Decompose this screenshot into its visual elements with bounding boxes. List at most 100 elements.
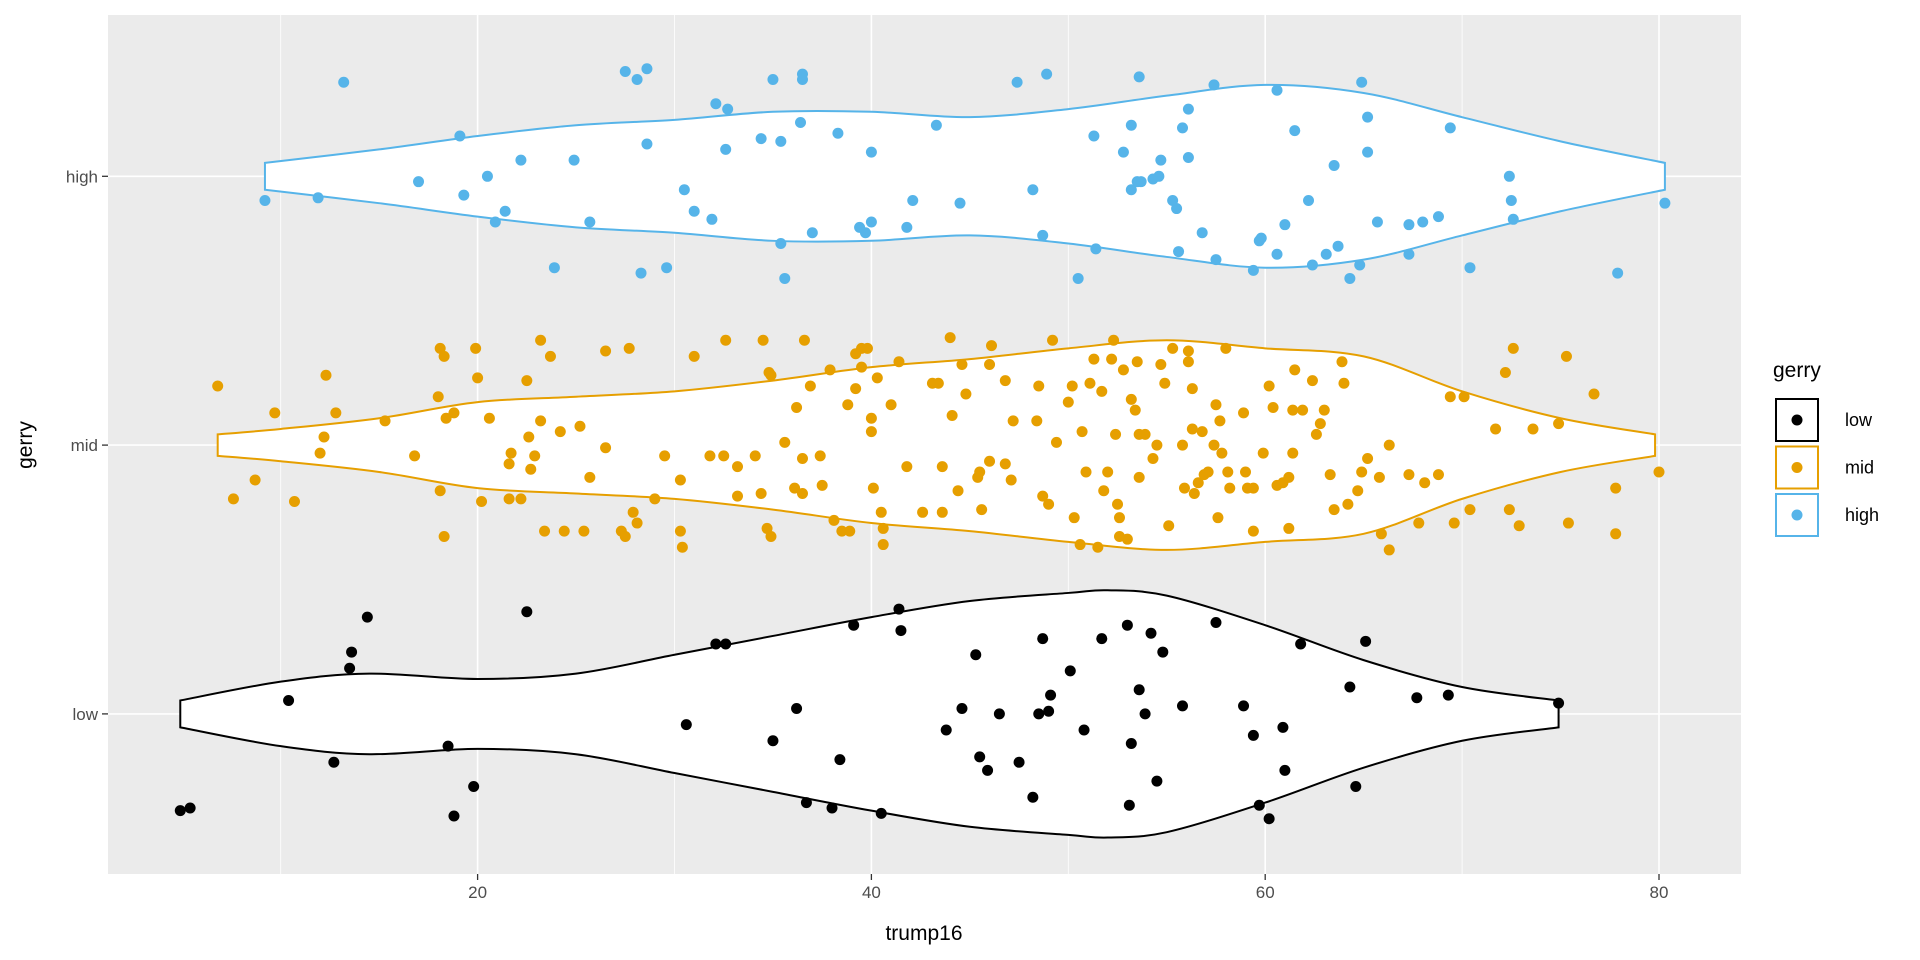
point-mid	[676, 541, 688, 553]
point-high	[1125, 119, 1137, 131]
point-high	[454, 130, 466, 142]
point-mid	[1110, 428, 1122, 440]
point-mid	[1220, 342, 1232, 354]
point-high	[1072, 272, 1084, 284]
point-high	[678, 184, 690, 196]
point-mid	[1562, 517, 1574, 529]
point-mid	[893, 356, 905, 368]
point-mid	[1318, 404, 1330, 416]
point-low	[1247, 729, 1259, 741]
point-mid	[600, 442, 612, 454]
point-high	[901, 221, 913, 233]
point-mid	[976, 504, 988, 516]
point-mid	[789, 482, 801, 494]
point-mid	[1155, 358, 1167, 370]
point-mid	[227, 493, 239, 505]
point-high	[515, 154, 527, 166]
point-mid	[1208, 439, 1220, 451]
point-mid	[1005, 474, 1017, 486]
point-mid	[1196, 426, 1208, 438]
point-low	[1121, 619, 1133, 631]
point-high	[641, 138, 653, 150]
point-high	[312, 192, 324, 204]
point-mid	[1283, 522, 1295, 534]
point-mid	[212, 380, 224, 392]
point-mid	[320, 369, 332, 381]
point-low	[1033, 708, 1045, 720]
point-high	[1279, 219, 1291, 231]
point-mid	[1108, 334, 1120, 346]
point-high	[1320, 248, 1332, 260]
point-mid	[1336, 356, 1348, 368]
point-mid	[1186, 383, 1198, 395]
point-mid	[984, 358, 996, 370]
point-high	[720, 143, 732, 155]
point-mid	[574, 420, 586, 432]
point-mid	[842, 399, 854, 411]
point-mid	[515, 493, 527, 505]
point-mid	[1247, 482, 1259, 494]
point-mid	[544, 350, 556, 362]
point-high	[1153, 170, 1165, 182]
point-mid	[779, 436, 791, 448]
point-mid	[438, 530, 450, 542]
point-mid	[483, 412, 495, 424]
point-mid	[1125, 393, 1137, 405]
point-high	[1356, 76, 1368, 88]
point-high	[755, 133, 767, 145]
point-low	[848, 619, 860, 631]
point-high	[775, 238, 787, 249]
x-tick-label: 60	[1256, 883, 1275, 902]
point-high	[641, 63, 653, 75]
point-mid	[432, 391, 444, 403]
point-low	[1442, 689, 1454, 701]
point-mid	[1182, 345, 1194, 357]
legend-point-mid	[1791, 462, 1803, 473]
point-mid	[523, 431, 535, 443]
point-mid	[1297, 404, 1309, 416]
point-high	[795, 117, 807, 129]
point-mid	[330, 407, 342, 419]
point-high	[1027, 184, 1039, 196]
point-mid	[1066, 380, 1078, 392]
point-high	[767, 74, 779, 86]
point-low	[1360, 635, 1372, 647]
point-mid	[1267, 401, 1279, 413]
point-low	[800, 797, 812, 809]
point-high	[806, 227, 818, 239]
point-mid	[944, 332, 956, 344]
point-mid	[1159, 377, 1171, 389]
point-mid	[828, 514, 840, 526]
point-high	[1196, 227, 1208, 239]
point-mid	[1610, 482, 1622, 494]
point-mid	[1448, 517, 1460, 529]
point-mid	[1129, 404, 1141, 416]
point-mid	[844, 525, 856, 537]
point-mid	[539, 525, 551, 537]
point-mid	[1432, 469, 1444, 481]
point-high	[710, 98, 722, 110]
point-mid	[1178, 482, 1190, 494]
point-high	[1289, 125, 1301, 137]
point-mid	[434, 485, 446, 497]
point-high	[1362, 111, 1374, 123]
point-mid	[659, 450, 671, 462]
x-tick-label: 20	[468, 883, 487, 902]
point-mid	[1192, 477, 1204, 489]
point-low	[1145, 627, 1157, 639]
point-low	[1553, 697, 1565, 709]
point-high	[954, 197, 966, 209]
point-mid	[1287, 404, 1299, 416]
point-mid	[1147, 453, 1159, 465]
point-mid	[1458, 391, 1470, 403]
point-low	[1344, 681, 1356, 693]
point-mid	[984, 455, 996, 467]
point-high	[1417, 216, 1429, 228]
point-high	[1271, 84, 1283, 96]
point-low	[940, 724, 952, 736]
point-low	[1177, 700, 1189, 712]
point-mid	[1413, 517, 1425, 529]
point-mid	[804, 380, 816, 392]
point-mid	[1610, 528, 1622, 540]
point-mid	[1088, 353, 1100, 365]
